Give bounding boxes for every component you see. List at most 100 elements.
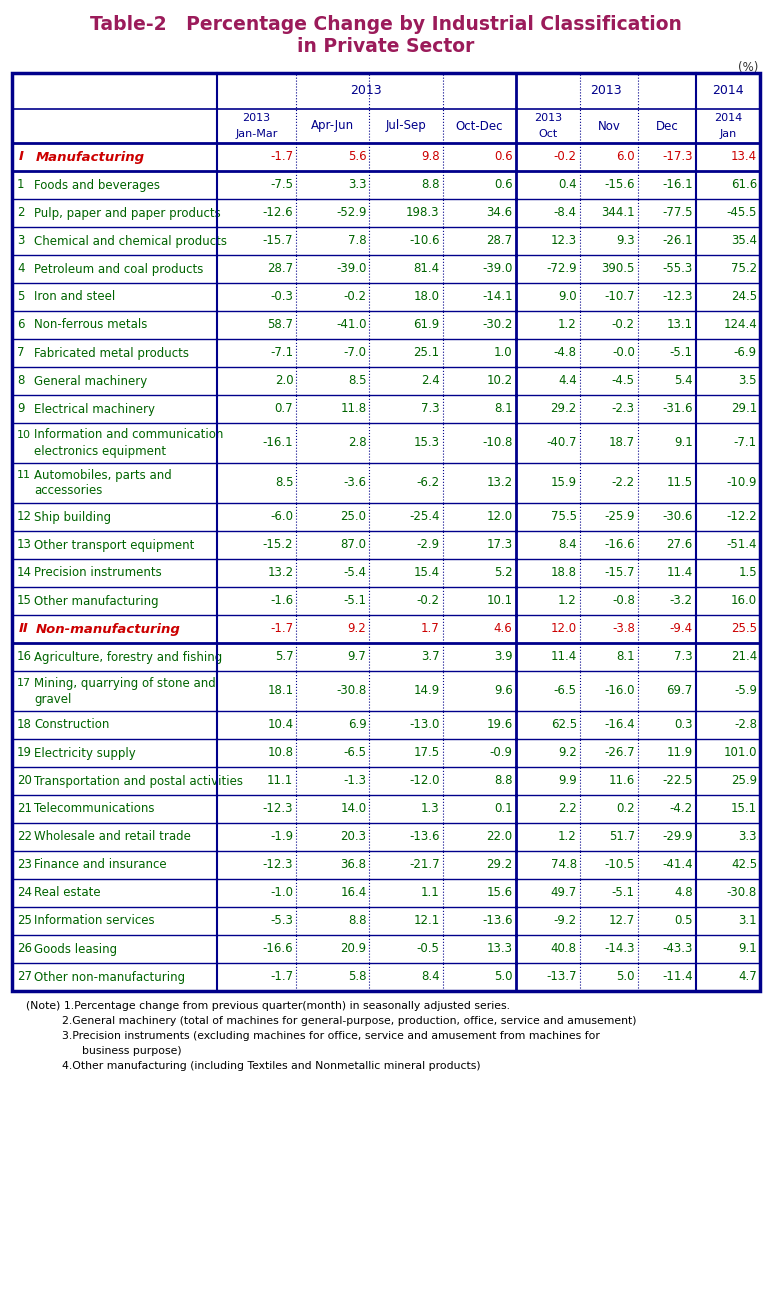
Text: 2013: 2013 [243,113,271,124]
Text: 9.1: 9.1 [674,437,693,450]
Bar [12,531,760,559]
Text: -43.3: -43.3 [662,942,693,955]
Text: 1.2: 1.2 [558,319,577,332]
Bar [12,879,760,907]
Text: 28.7: 28.7 [486,234,512,247]
Text: 390.5: 390.5 [601,263,635,276]
Text: 27.6: 27.6 [666,539,693,552]
Text: -0.2: -0.2 [553,151,577,164]
Bar [12,340,760,367]
Text: 9.8: 9.8 [421,151,440,164]
Text: -41.4: -41.4 [662,859,693,872]
Text: -6.9: -6.9 [734,346,757,359]
Text: -2.2: -2.2 [611,476,635,489]
Text: -1.6: -1.6 [271,595,294,608]
Text: -30.8: -30.8 [727,886,757,899]
Text: -7.1: -7.1 [734,437,757,450]
Text: -72.9: -72.9 [547,263,577,276]
Text: 10.1: 10.1 [486,595,512,608]
Text: 24: 24 [17,886,32,899]
Text: -12.6: -12.6 [263,207,294,220]
Text: -31.6: -31.6 [662,402,693,415]
Text: 61.6: 61.6 [730,178,757,191]
Text: Construction: Construction [34,718,109,731]
Text: 8.1: 8.1 [616,650,635,664]
Text: -0.5: -0.5 [417,942,440,955]
Text: -6.0: -6.0 [271,510,294,523]
Text: 2.General machinery (total of machines for general-purpose, production, office, : 2.General machinery (total of machines f… [62,1016,636,1026]
Text: electronics equipment: electronics equipment [34,445,166,458]
Text: Petroleum and coal products: Petroleum and coal products [34,263,203,276]
Text: 28.7: 28.7 [267,263,294,276]
Text: 15: 15 [17,595,32,608]
Text: -1.0: -1.0 [271,886,294,899]
Text: 9.6: 9.6 [494,684,512,697]
Text: 17.3: 17.3 [486,539,512,552]
Text: 2014: 2014 [712,85,744,98]
Text: II: II [19,622,29,635]
Text: Information and communication: Information and communication [34,428,223,441]
Text: 0.2: 0.2 [616,803,635,816]
Text: 1.3: 1.3 [421,803,440,816]
Bar [12,170,760,199]
Text: -12.3: -12.3 [263,803,294,816]
Text: General machinery: General machinery [34,375,147,388]
Text: -10.7: -10.7 [604,290,635,303]
Bar [12,559,760,587]
Text: in Private Sector: in Private Sector [298,36,475,56]
Text: -13.6: -13.6 [482,915,512,928]
Text: -0.0: -0.0 [612,346,635,359]
Text: -2.9: -2.9 [417,539,440,552]
Text: 3.Precision instruments (excluding machines for office, service and amusement fr: 3.Precision instruments (excluding machi… [62,1030,600,1041]
Text: -52.9: -52.9 [336,207,366,220]
Text: 4.7: 4.7 [738,971,757,984]
Text: 5.8: 5.8 [348,971,366,984]
Text: -16.6: -16.6 [263,942,294,955]
Bar [12,143,760,170]
Text: 6.0: 6.0 [616,151,635,164]
Text: 14: 14 [17,566,32,579]
Text: -16.1: -16.1 [263,437,294,450]
Text: 6.9: 6.9 [348,718,366,731]
Text: -12.3: -12.3 [662,290,693,303]
Text: 12.7: 12.7 [608,915,635,928]
Text: -3.2: -3.2 [669,595,693,608]
Text: Dec: Dec [656,120,678,133]
Text: Other non-manufacturing: Other non-manufacturing [34,971,185,984]
Text: -0.8: -0.8 [612,595,635,608]
Text: 12.1: 12.1 [414,915,440,928]
Text: -41.0: -41.0 [336,319,366,332]
Text: -3.8: -3.8 [612,622,635,635]
Text: -10.9: -10.9 [727,476,757,489]
Text: -8.4: -8.4 [553,207,577,220]
Text: 7.3: 7.3 [421,402,440,415]
Text: 9.3: 9.3 [616,234,635,247]
Text: 61.9: 61.9 [414,319,440,332]
Bar [12,73,760,991]
Text: -11.4: -11.4 [662,971,693,984]
Text: 3: 3 [17,234,25,247]
Text: 25.0: 25.0 [340,510,366,523]
Text: Other manufacturing: Other manufacturing [34,595,158,608]
Text: 13.1: 13.1 [666,319,693,332]
Text: -10.8: -10.8 [482,437,512,450]
Text: 344.1: 344.1 [601,207,635,220]
Text: 21.4: 21.4 [730,650,757,664]
Text: 5.2: 5.2 [494,566,512,579]
Text: Transportation and postal activities: Transportation and postal activities [34,774,243,787]
Text: 5.6: 5.6 [348,151,366,164]
Text: -17.3: -17.3 [662,151,693,164]
Text: (Note) 1.Percentage change from previous quarter(month) in seasonally adjusted s: (Note) 1.Percentage change from previous… [26,1000,510,1011]
Text: -0.2: -0.2 [417,595,440,608]
Text: -16.4: -16.4 [604,718,635,731]
Text: -21.7: -21.7 [409,859,440,872]
Text: 17: 17 [17,678,31,688]
Text: -45.5: -45.5 [727,207,757,220]
Text: 40.8: 40.8 [551,942,577,955]
Text: 0.4: 0.4 [558,178,577,191]
Bar [12,851,760,879]
Text: 7.8: 7.8 [348,234,366,247]
Text: 20.3: 20.3 [340,830,366,843]
Text: -26.1: -26.1 [662,234,693,247]
Bar [12,963,760,991]
